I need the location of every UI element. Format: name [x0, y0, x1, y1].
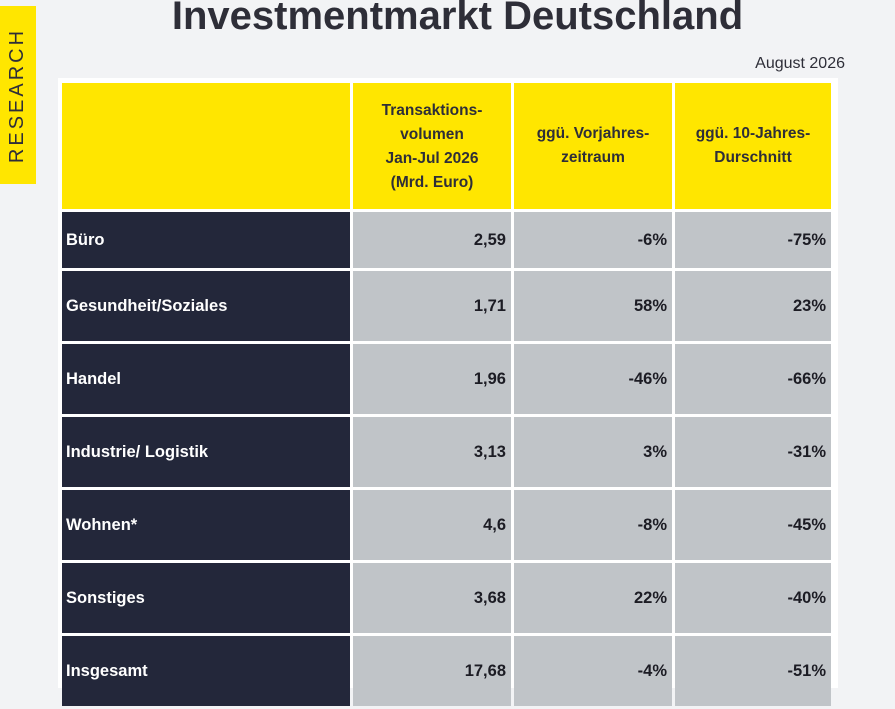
avg10-cell: -75% — [675, 212, 831, 268]
avg10-cell: -51% — [675, 636, 831, 706]
table-row: Wohnen* 4,6 -8% -45% — [62, 490, 834, 563]
volume-cell: 4,6 — [353, 490, 511, 560]
yoy-cell: -46% — [514, 344, 672, 414]
yoy-cell: -4% — [514, 636, 672, 706]
table-row: Industrie/ Logistik 3,13 3% -31% — [62, 417, 834, 490]
table-row: Büro 2,59 -6% -75% — [62, 212, 834, 271]
volume-cell: 3,13 — [353, 417, 511, 487]
row-label: Handel — [62, 344, 350, 414]
volume-cell: 17,68 — [353, 636, 511, 706]
research-label: RESEARCH — [6, 27, 29, 163]
avg10-cell: -40% — [675, 563, 831, 633]
investment-table: Transaktions- volumen Jan-Jul 2026 (Mrd.… — [58, 78, 838, 706]
page-title: Investmentmarkt Deutschland — [171, 0, 744, 38]
table-row: Gesundheit/Soziales 1,71 58% 23% — [62, 271, 834, 344]
avg10-cell: -31% — [675, 417, 831, 487]
row-label: Insgesamt — [62, 636, 350, 706]
row-label: Industrie/ Logistik — [62, 417, 350, 487]
yoy-cell: 58% — [514, 271, 672, 341]
volume-cell: 2,59 — [353, 212, 511, 268]
row-label: Büro — [62, 212, 350, 268]
header-10yr-average: ggü. 10-Jahres- Durschnitt — [675, 83, 831, 209]
table-row-total: Insgesamt 17,68 -4% -51% — [62, 636, 834, 709]
row-label: Gesundheit/Soziales — [62, 271, 350, 341]
table-row: Sonstiges 3,68 22% -40% — [62, 563, 834, 636]
volume-cell: 1,71 — [353, 271, 511, 341]
yoy-cell: -8% — [514, 490, 672, 560]
table-header-row: Transaktions- volumen Jan-Jul 2026 (Mrd.… — [62, 83, 834, 212]
volume-cell: 1,96 — [353, 344, 511, 414]
yoy-cell: 3% — [514, 417, 672, 487]
row-label: Sonstiges — [62, 563, 350, 633]
yoy-cell: 22% — [514, 563, 672, 633]
table-row: Handel 1,96 -46% -66% — [62, 344, 834, 417]
header-yoy-change: ggü. Vorjahres- zeitraum — [514, 83, 672, 209]
research-side-tab: RESEARCH — [0, 6, 36, 184]
yoy-cell: -6% — [514, 212, 672, 268]
row-label: Wohnen* — [62, 490, 350, 560]
header-empty-cell — [62, 83, 350, 209]
report-date: August 2026 — [755, 55, 845, 72]
volume-cell: 3,68 — [353, 563, 511, 633]
avg10-cell: 23% — [675, 271, 831, 341]
header-transaction-volume: Transaktions- volumen Jan-Jul 2026 (Mrd.… — [353, 83, 511, 209]
avg10-cell: -66% — [675, 344, 831, 414]
avg10-cell: -45% — [675, 490, 831, 560]
